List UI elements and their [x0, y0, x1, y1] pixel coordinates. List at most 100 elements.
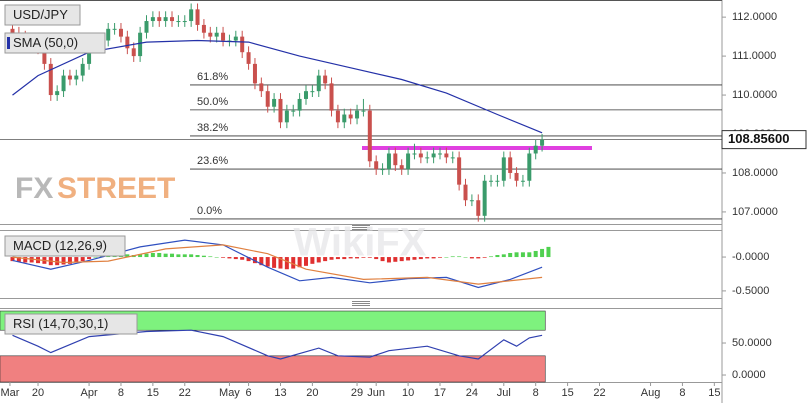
candle-body [437, 153, 442, 155]
x-tick-label: Mar [0, 387, 19, 399]
candle-body [374, 161, 379, 170]
macd-histogram-bar [297, 257, 302, 268]
macd-histogram-bar [508, 252, 513, 258]
candle-body [476, 200, 481, 216]
macd-histogram-bar [520, 252, 525, 258]
panel-handle [352, 225, 370, 306]
candle-body [412, 153, 417, 155]
macd-histogram-bar [533, 250, 538, 258]
candle-body [329, 83, 334, 111]
macd-histogram-bar [87, 257, 92, 260]
macd-histogram-bar [393, 257, 398, 262]
candle-body [259, 83, 264, 92]
macd-histogram-bar [335, 257, 340, 260]
candle-body [495, 180, 500, 182]
candle-body [386, 153, 391, 170]
x-tick-label: 20 [32, 387, 44, 399]
candle-body [469, 200, 474, 202]
macd-histogram-bar [425, 257, 430, 259]
macd-histogram-bar [463, 257, 468, 258]
candle-body [527, 153, 532, 181]
y-tick-label: 50.0000 [732, 337, 772, 349]
candle-body [457, 157, 462, 185]
candle-body [208, 32, 213, 37]
candle-body [444, 153, 449, 158]
y-tick-label: 107.0000 [732, 206, 778, 218]
fib-label: 0.0% [197, 205, 222, 217]
x-tick-label: 8 [118, 387, 124, 399]
candle-body [138, 32, 143, 57]
legend-box [4, 4, 81, 26]
candle-body [74, 75, 79, 80]
candle-body [348, 114, 353, 119]
candle-body [425, 157, 430, 159]
y-tick-label: 110.0000 [732, 89, 777, 101]
candle-body [246, 52, 251, 64]
candle-body [291, 110, 296, 112]
x-tick-label: Jul [497, 387, 511, 399]
candle-body [533, 145, 538, 154]
macd-histogram-bar [80, 257, 85, 262]
candle-body [482, 180, 487, 216]
candle-body [240, 36, 245, 53]
x-tick-label: 15 [147, 387, 159, 399]
candle-body [61, 75, 66, 92]
macd-histogram-bar [514, 252, 519, 258]
candle-body [463, 184, 468, 201]
x-tick-label: 15 [708, 387, 720, 399]
candle-body [304, 91, 309, 99]
x-tick-label: 24 [466, 387, 478, 399]
candle-body [55, 91, 60, 96]
macd-histogram-bar [469, 257, 474, 259]
fib-label: 61.8% [197, 71, 228, 83]
macd-histogram-bar [138, 254, 143, 258]
legend-box [4, 235, 126, 257]
macd-histogram-bar [374, 257, 379, 260]
macd-histogram-bar [431, 257, 436, 259]
x-tick-label: 22 [593, 387, 605, 399]
watermark-fx: FX [15, 172, 53, 205]
macd-histogram-bar [227, 257, 232, 259]
macd-histogram-bar [399, 257, 404, 262]
candle-body [157, 17, 162, 22]
macd-histogram-bar [195, 255, 200, 258]
macd-histogram-bar [74, 257, 79, 263]
macd-histogram-bar [316, 257, 321, 263]
macd-histogram-bar [329, 257, 334, 260]
x-tick-label: Jun [367, 387, 385, 399]
macd-histogram-bar [150, 252, 155, 258]
candle-body [335, 110, 340, 123]
macd-histogram-bar [418, 257, 423, 260]
x-tick-label: 8 [533, 387, 539, 399]
candle-body [182, 21, 187, 23]
candle-body [342, 114, 347, 123]
y-tick-label: 111.0000 [732, 50, 776, 62]
fib-label: 38.2% [197, 122, 228, 134]
macd-histogram-bar [29, 257, 34, 263]
candle-body [131, 48, 136, 57]
macd-histogram-bar [310, 257, 315, 264]
macd-histogram-bar [157, 252, 162, 258]
candle-body [540, 139, 545, 146]
y-tick-label: -0.0000 [732, 251, 769, 263]
candle-body [195, 9, 200, 25]
candle-body [112, 28, 117, 30]
macd-histogram-bar [214, 257, 219, 258]
oversold-band [0, 355, 546, 383]
candle-body [170, 17, 175, 22]
candle-body [272, 98, 277, 107]
candle-body [431, 153, 436, 158]
macd-histogram-bar [189, 254, 194, 258]
candle-body [265, 91, 270, 107]
candle-body [297, 98, 302, 111]
x-tick-label: 10 [402, 387, 414, 399]
candle-body [252, 63, 257, 84]
candle-body [393, 153, 398, 166]
candle-body [42, 48, 47, 64]
rsi-line [12, 329, 543, 360]
macd-histogram-bar [450, 256, 455, 258]
candle-body [310, 91, 315, 93]
candle-body [450, 157, 455, 159]
